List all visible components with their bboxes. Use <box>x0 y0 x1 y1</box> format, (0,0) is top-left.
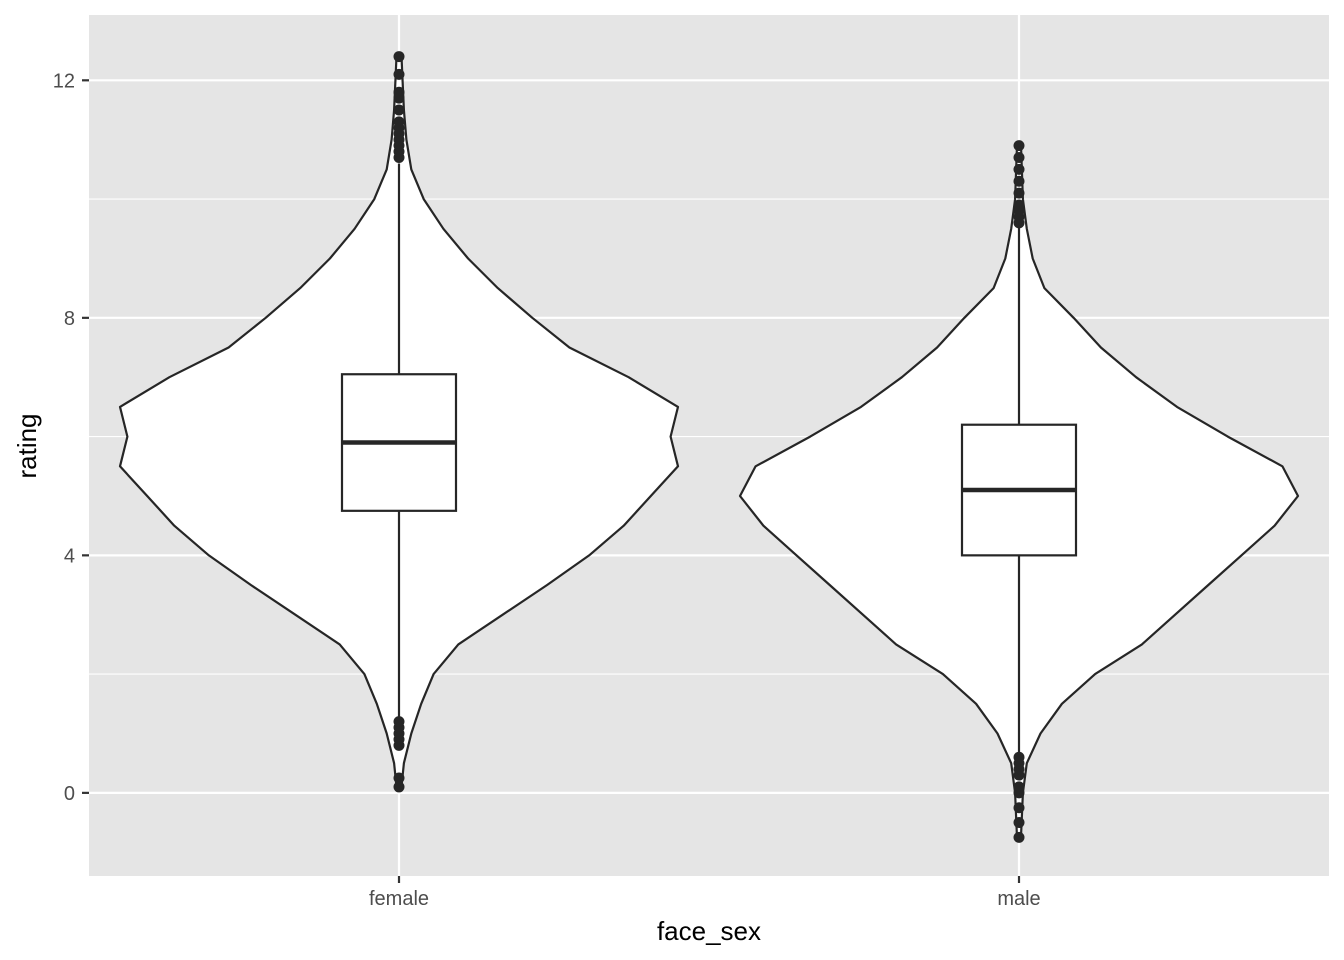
y-tick-label: 0 <box>64 783 75 805</box>
outlier-point <box>1013 175 1025 187</box>
outlier-point <box>1013 781 1025 793</box>
outlier-point <box>393 68 405 80</box>
outlier-point <box>393 104 405 116</box>
x-axis-title: face_sex <box>657 916 761 946</box>
y-tick-label: 8 <box>64 308 75 330</box>
x-tick-label: male <box>997 888 1040 910</box>
outlier-point <box>1013 140 1025 152</box>
axes: 0 4 8 12 female male <box>53 70 1041 910</box>
outlier-point <box>393 86 405 98</box>
y-axis-title: rating <box>12 413 42 478</box>
outlier-point <box>393 716 405 728</box>
outlier-point <box>1013 817 1025 829</box>
y-tick-label: 12 <box>53 70 75 92</box>
violin-layer <box>118 51 1300 843</box>
outlier-point <box>1013 163 1025 175</box>
outlier-point <box>393 51 405 63</box>
outlier-point <box>393 781 405 793</box>
outlier-point <box>1013 751 1025 763</box>
outlier-point <box>393 116 405 128</box>
outlier-point <box>1013 199 1025 211</box>
outlier-point <box>1013 831 1025 843</box>
y-tick-label: 4 <box>64 545 75 567</box>
x-tick-label: female <box>369 888 429 910</box>
outlier-point <box>1013 802 1025 814</box>
outlier-point <box>1013 187 1025 199</box>
outlier-point <box>393 772 405 784</box>
outlier-point <box>1013 152 1025 164</box>
